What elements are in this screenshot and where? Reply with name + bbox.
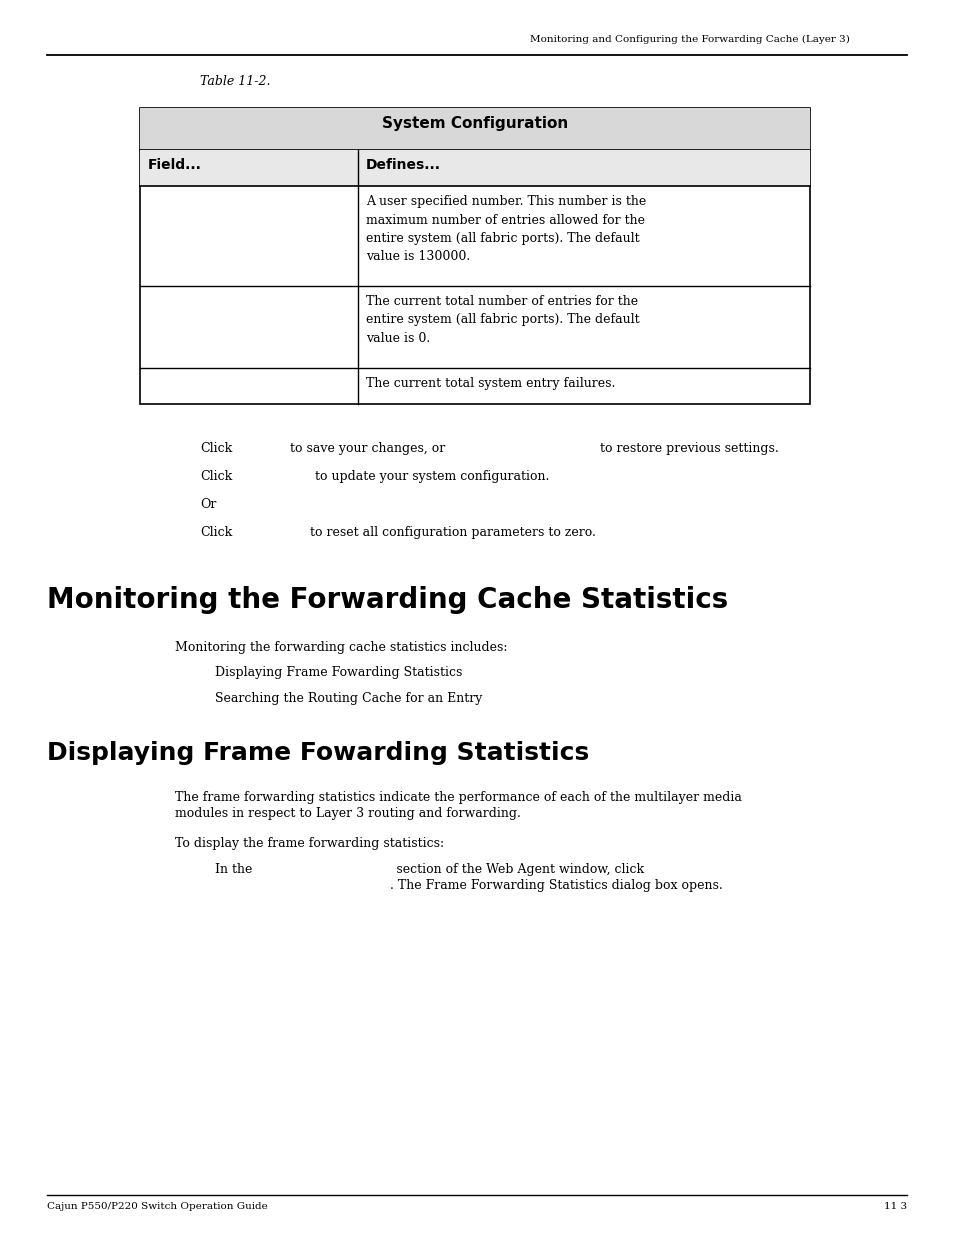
Text: The frame forwarding statistics indicate the performance of each of the multilay: The frame forwarding statistics indicate… xyxy=(174,790,741,804)
Text: Defines...: Defines... xyxy=(366,158,440,172)
Text: Monitoring the Forwarding Cache Statistics: Monitoring the Forwarding Cache Statisti… xyxy=(47,585,727,614)
Text: . The Frame Forwarding Statistics dialog box opens.: . The Frame Forwarding Statistics dialog… xyxy=(310,879,722,892)
Text: modules in respect to Layer 3 routing and forwarding.: modules in respect to Layer 3 routing an… xyxy=(174,806,520,820)
Text: to restore previous settings.: to restore previous settings. xyxy=(599,442,778,454)
Text: Monitoring and Configuring the Forwarding Cache (Layer 3): Monitoring and Configuring the Forwardin… xyxy=(530,35,849,44)
Text: to update your system configuration.: to update your system configuration. xyxy=(314,471,549,483)
Text: System Configuration: System Configuration xyxy=(381,116,568,131)
Bar xyxy=(140,149,809,186)
Text: In the                                    section of the Web Agent window, click: In the section of the Web Agent window, … xyxy=(214,863,643,876)
Text: to reset all configuration parameters to zero.: to reset all configuration parameters to… xyxy=(310,526,596,538)
Text: Click: Click xyxy=(200,526,232,538)
Text: Cajun P550/P220 Switch Operation Guide: Cajun P550/P220 Switch Operation Guide xyxy=(47,1202,268,1212)
Bar xyxy=(140,107,809,404)
Text: Searching the Routing Cache for an Entry: Searching the Routing Cache for an Entry xyxy=(214,692,482,705)
Text: Click: Click xyxy=(200,471,232,483)
Text: The current total system entry failures.: The current total system entry failures. xyxy=(366,377,615,390)
Text: Displaying Frame Fowarding Statistics: Displaying Frame Fowarding Statistics xyxy=(214,666,462,679)
Bar xyxy=(140,107,809,149)
Text: to save your changes, or: to save your changes, or xyxy=(290,442,445,454)
Text: Click: Click xyxy=(200,442,232,454)
Text: A user specified number. This number is the
maximum number of entries allowed fo: A user specified number. This number is … xyxy=(366,195,645,263)
Text: Monitoring the forwarding cache statistics includes:: Monitoring the forwarding cache statisti… xyxy=(174,641,507,655)
Text: Table 11-2.: Table 11-2. xyxy=(200,75,271,88)
Text: 11 3: 11 3 xyxy=(882,1202,906,1212)
Text: Displaying Frame Fowarding Statistics: Displaying Frame Fowarding Statistics xyxy=(47,741,589,764)
Text: Or: Or xyxy=(200,498,216,511)
Text: The current total number of entries for the
entire system (all fabric ports). Th: The current total number of entries for … xyxy=(366,295,639,345)
Text: Field...: Field... xyxy=(148,158,202,172)
Text: To display the frame forwarding statistics:: To display the frame forwarding statisti… xyxy=(174,837,444,850)
